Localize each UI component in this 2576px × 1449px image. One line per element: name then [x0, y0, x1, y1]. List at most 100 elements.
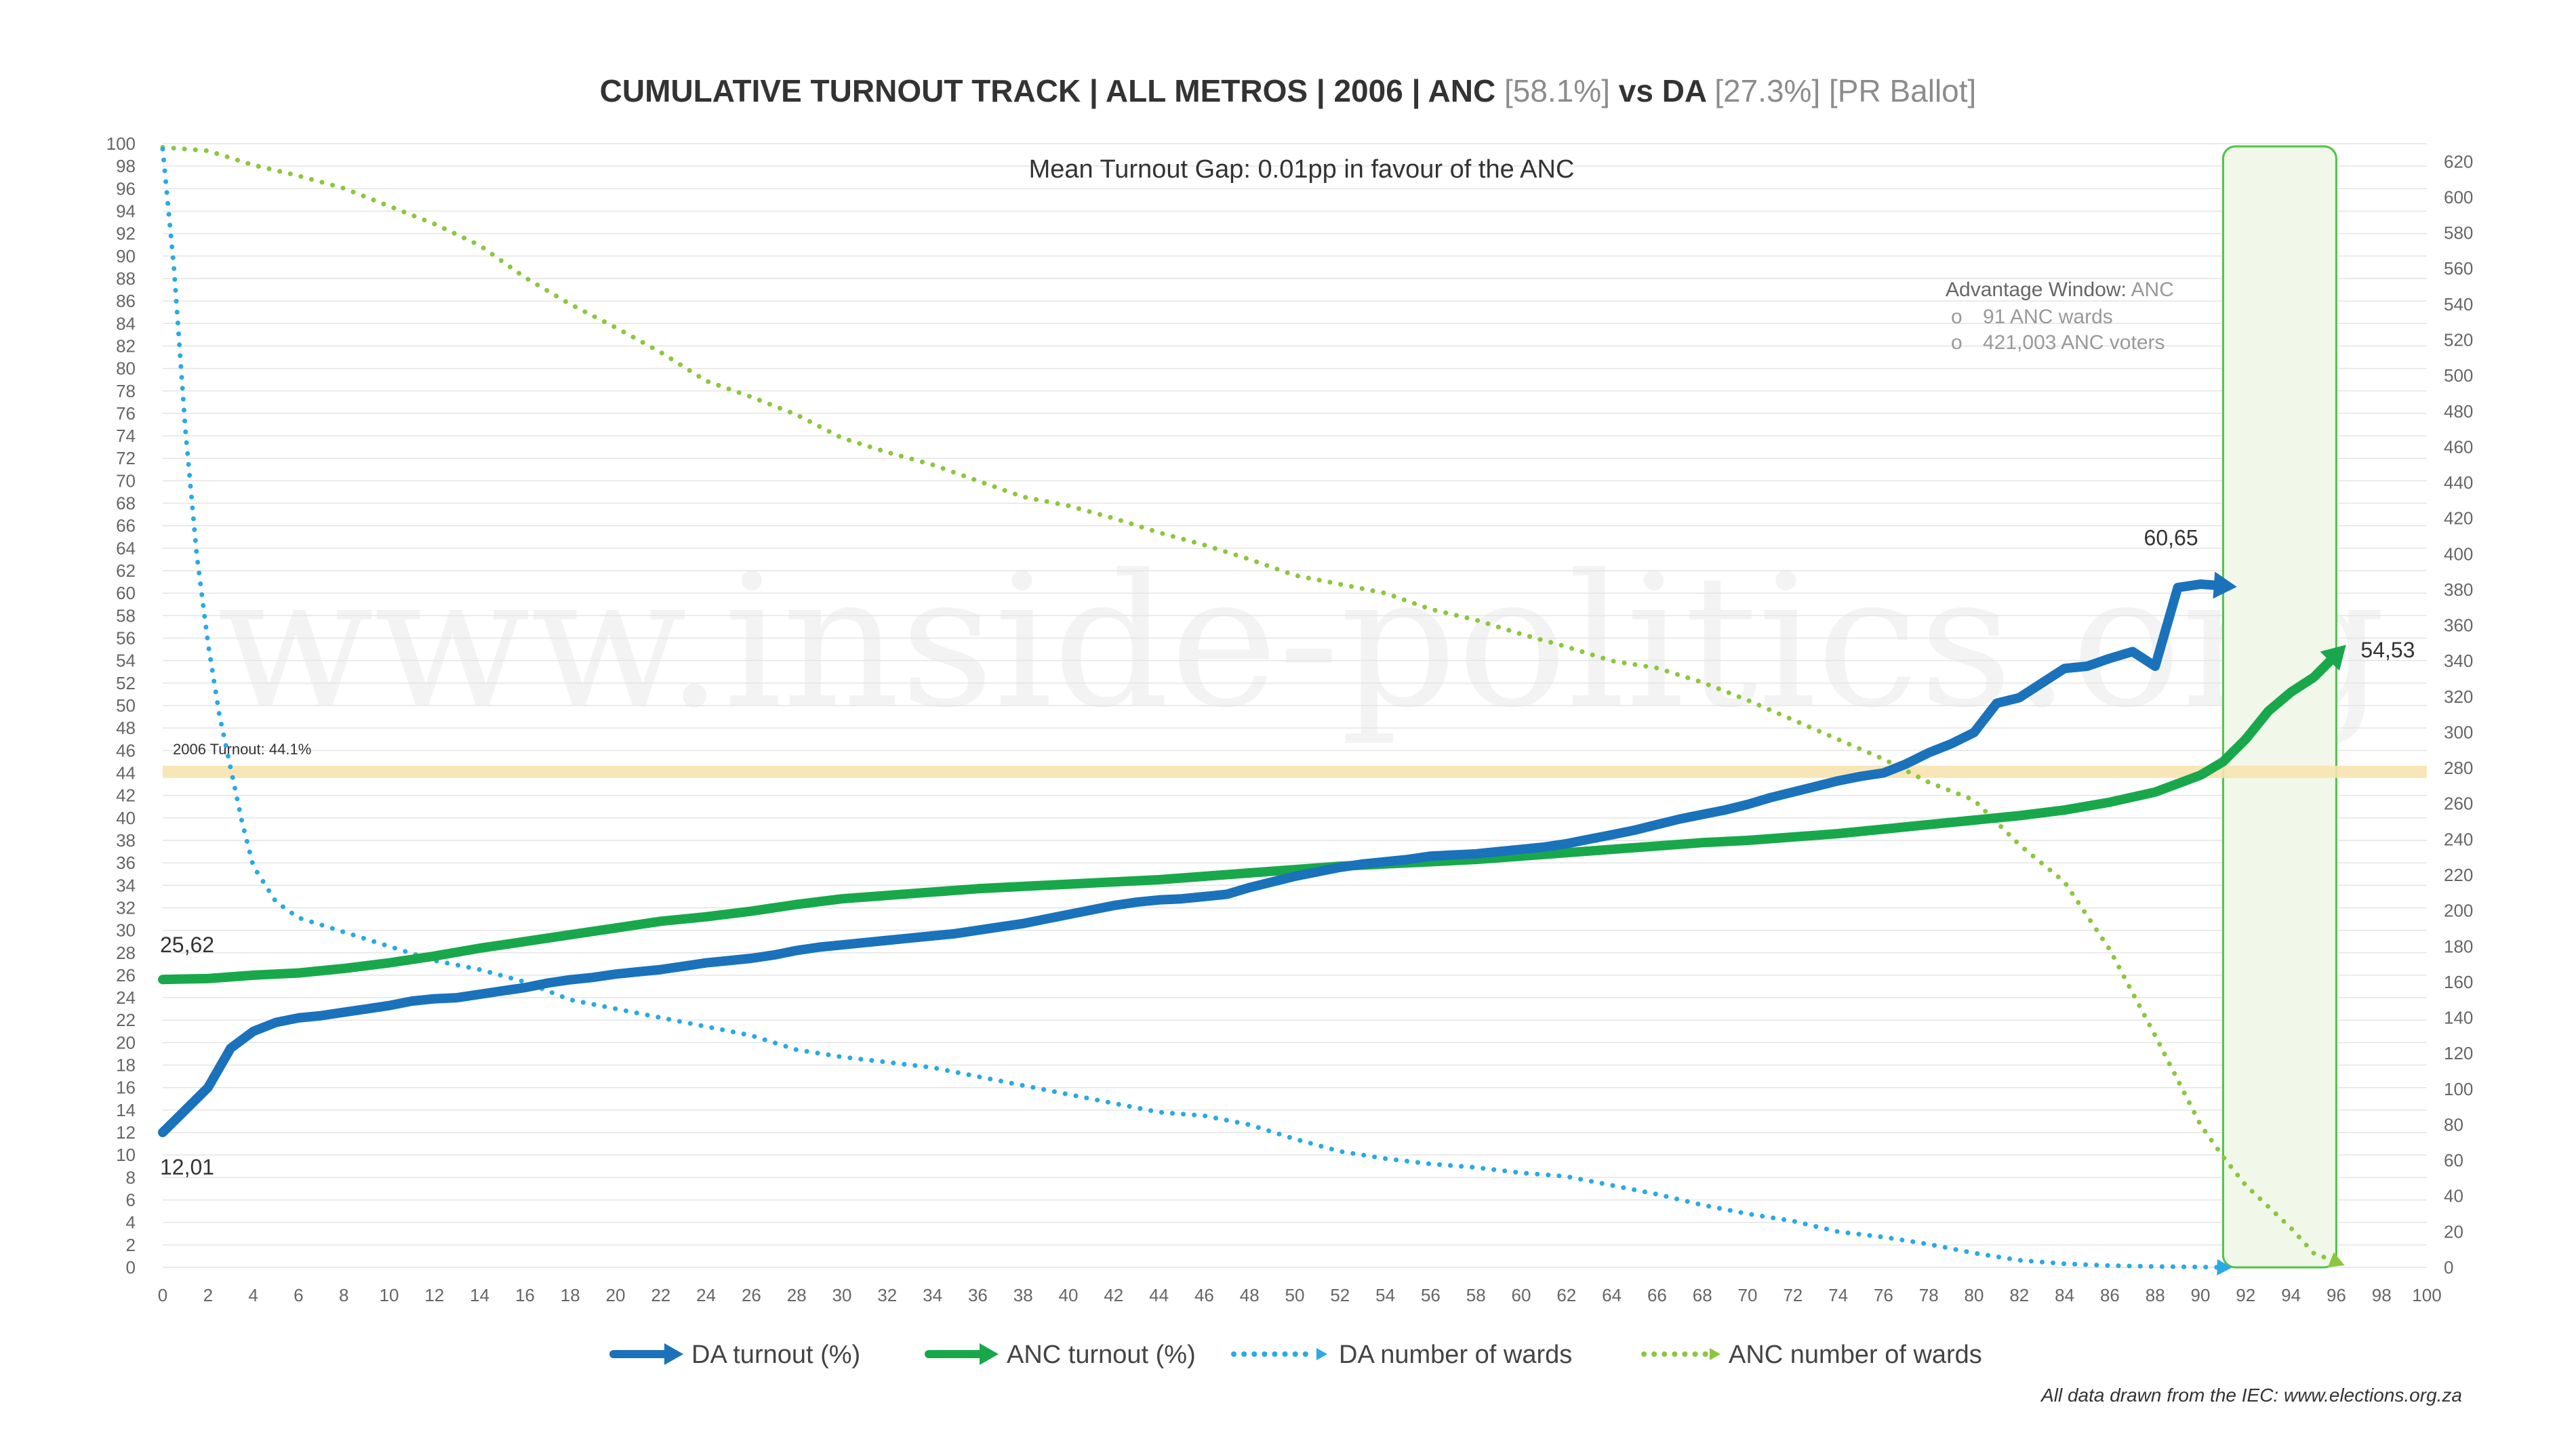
y-left-tick-label: 76	[116, 403, 136, 424]
advantage-item-wards: 91 ANC wards	[1983, 306, 2113, 328]
x-tick-label: 76	[1874, 1285, 1893, 1305]
x-tick-label: 94	[2281, 1285, 2301, 1305]
y-left-tick-label: 12	[116, 1122, 136, 1143]
x-tick-label: 86	[2100, 1285, 2120, 1305]
y-left-tick-label: 66	[116, 516, 136, 536]
x-tick-label: 96	[2327, 1285, 2346, 1305]
y-left-tick-label: 18	[116, 1055, 136, 1076]
y-left-tick-label: 16	[116, 1078, 136, 1098]
legend-arrow-anc-wards	[1710, 1348, 1720, 1360]
x-tick-label: 68	[1693, 1285, 1712, 1305]
x-tick-label: 64	[1602, 1285, 1622, 1305]
y-right-tick-label: 160	[2444, 972, 2473, 992]
y-left-tick-label: 36	[116, 853, 136, 873]
advantage-title: Advantage Window:	[1946, 279, 2127, 301]
data-label-anc-end: 54,53	[2360, 638, 2415, 662]
y-right-tick-label: 540	[2444, 294, 2473, 314]
y-right-tick-label: 240	[2444, 829, 2473, 849]
title-main: CUMULATIVE TURNOUT TRACK | ALL METROS | …	[600, 73, 1496, 108]
chart-title: CUMULATIVE TURNOUT TRACK | ALL METROS | …	[600, 73, 1977, 108]
legend-arrow-anc-turnout	[980, 1343, 999, 1365]
y-left-tick-label: 34	[116, 875, 136, 895]
legend-label-da-wards: DA number of wards	[1339, 1341, 1572, 1369]
chart-subtitle: Mean Turnout Gap: 0.01pp in favour of th…	[1029, 155, 1575, 184]
data-label-anc-start: 25,62	[160, 933, 214, 957]
series-line-da-turnout	[158, 579, 2228, 1137]
legend-label-da-turnout: DA turnout (%)	[691, 1341, 860, 1369]
y-right-tick-label: 460	[2444, 436, 2473, 457]
x-tick-label: 62	[1556, 1285, 1576, 1305]
y-right-tick-label: 200	[2444, 901, 2473, 921]
advantage-bullet: o	[1951, 306, 1963, 328]
x-tick-label: 12	[424, 1285, 444, 1305]
y-left-tick-label: 44	[116, 762, 136, 783]
y-left-tick-label: 100	[106, 134, 136, 154]
y-right-tick-label: 580	[2444, 223, 2473, 243]
y-left-tick-label: 90	[116, 246, 136, 266]
series-arrow-anc-turnout	[2320, 645, 2346, 671]
y-left-tick-label: 98	[116, 156, 136, 176]
y-right-tick-label: 300	[2444, 722, 2473, 742]
x-tick-label: 32	[877, 1285, 897, 1305]
legend-item-anc-turnout: ANC turnout (%)	[925, 1341, 1196, 1369]
x-tick-label: 98	[2372, 1285, 2392, 1305]
y-right-tick-label: 40	[2444, 1186, 2463, 1206]
watermark-text: www.inside-politics.org	[217, 535, 2386, 748]
x-tick-label: 46	[1194, 1285, 1214, 1305]
y-left-tick-label: 48	[116, 718, 136, 738]
x-tick-label: 6	[294, 1285, 303, 1305]
x-tick-label: 36	[968, 1285, 988, 1305]
y-right-tick-label: 600	[2444, 187, 2473, 207]
y-right-tick-label: 340	[2444, 651, 2473, 671]
reference-line	[163, 765, 2427, 778]
y-left-tick-label: 26	[116, 965, 136, 985]
advantage-window-note: Advantage Window: ANC o 91 ANC wards o 4…	[1946, 279, 2174, 354]
y-right-tick-label: 20	[2444, 1221, 2463, 1242]
x-tick-label: 28	[787, 1285, 807, 1305]
y-left-tick-label: 54	[116, 651, 136, 671]
y-right-tick-label: 320	[2444, 687, 2473, 707]
x-tick-label: 82	[2009, 1285, 2029, 1305]
svg-text:Advantage Window: ANC: Advantage Window: ANC	[1946, 279, 2174, 301]
x-tick-label: 22	[651, 1285, 670, 1305]
x-tick-label: 84	[2055, 1285, 2074, 1305]
x-tick-label: 92	[2236, 1285, 2255, 1305]
x-tick-label: 38	[1013, 1285, 1033, 1305]
y-left-tick-label: 22	[116, 1010, 136, 1030]
x-tick-label: 66	[1647, 1285, 1667, 1305]
y-left-tick-label: 64	[116, 538, 136, 558]
x-tick-label: 30	[832, 1285, 852, 1305]
x-tick-label: 80	[1965, 1285, 1984, 1305]
x-tick-label: 52	[1330, 1285, 1350, 1305]
y-left-tick-label: 28	[116, 943, 136, 963]
reference-line-label: 2006 Turnout: 44.1%	[173, 741, 311, 758]
y-left-tick-label: 0	[126, 1257, 136, 1278]
x-tick-label: 16	[515, 1285, 535, 1305]
y-right-tick-label: 400	[2444, 544, 2473, 564]
y-left-tick-label: 86	[116, 291, 136, 311]
legend-arrow-da-wards	[1316, 1348, 1327, 1360]
legend-item-anc-wards: ANC number of wards	[1641, 1341, 1982, 1369]
y-right-tick-label: 360	[2444, 615, 2473, 636]
y-left-tick-label: 24	[116, 987, 136, 1008]
legend-item-da-turnout: DA turnout (%)	[609, 1341, 860, 1369]
data-label-da-start: 12,01	[160, 1155, 214, 1179]
x-tick-label: 60	[1512, 1285, 1531, 1305]
x-tick-label: 42	[1104, 1285, 1123, 1305]
y-right-tick-label: 260	[2444, 794, 2473, 814]
y-right-tick-label: 380	[2444, 579, 2473, 600]
y-left-tick-label: 52	[116, 673, 136, 693]
series-arrow-da-number-of-wards	[2217, 1259, 2232, 1275]
y-right-tick-label: 500	[2444, 365, 2473, 386]
x-tick-label: 50	[1285, 1285, 1305, 1305]
title-anc-share: [58.1%]	[1504, 73, 1610, 108]
legend-label-anc-wards: ANC number of wards	[1729, 1341, 1982, 1369]
y-left-tick-label: 2	[126, 1235, 136, 1255]
title-vs: vs DA	[1619, 73, 1706, 108]
y-left-tick-label: 82	[116, 335, 136, 356]
y-right-tick-label: 180	[2444, 936, 2473, 956]
y-right-tick-label: 620	[2444, 151, 2473, 171]
x-tick-label: 40	[1059, 1285, 1079, 1305]
x-tick-label: 56	[1421, 1285, 1441, 1305]
legend-item-da-wards: DA number of wards	[1231, 1341, 1572, 1369]
